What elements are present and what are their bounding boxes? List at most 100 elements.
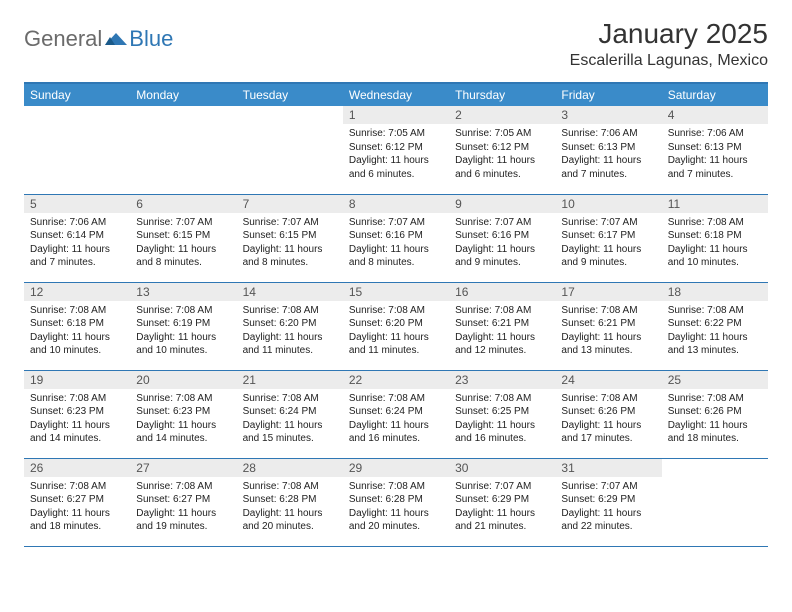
- day-details: Sunrise: 7:07 AMSunset: 6:15 PMDaylight:…: [237, 213, 343, 274]
- day-number: [662, 459, 768, 463]
- brand-part2: Blue: [129, 26, 173, 52]
- calendar-day-cell: 4Sunrise: 7:06 AMSunset: 6:13 PMDaylight…: [662, 106, 768, 194]
- day-number: 31: [555, 459, 661, 477]
- day-details: Sunrise: 7:08 AMSunset: 6:21 PMDaylight:…: [555, 301, 661, 362]
- day-details: Sunrise: 7:08 AMSunset: 6:22 PMDaylight:…: [662, 301, 768, 362]
- day-details: Sunrise: 7:08 AMSunset: 6:20 PMDaylight:…: [237, 301, 343, 362]
- calendar-day-cell: 17Sunrise: 7:08 AMSunset: 6:21 PMDayligh…: [555, 282, 661, 370]
- daylight-text: Daylight: 11 hours and 8 minutes.: [136, 243, 230, 270]
- sunset-text: Sunset: 6:18 PM: [668, 229, 762, 243]
- daylight-text: Daylight: 11 hours and 11 minutes.: [349, 331, 443, 358]
- daylight-text: Daylight: 11 hours and 18 minutes.: [668, 419, 762, 446]
- sunrise-text: Sunrise: 7:08 AM: [668, 304, 762, 318]
- daylight-text: Daylight: 11 hours and 12 minutes.: [455, 331, 549, 358]
- calendar-day-cell: 11 Sunrise: 7:08 AMSunset: 6:18 PMDayligh…: [662, 194, 768, 282]
- day-number: 28: [237, 459, 343, 477]
- calendar-day-cell: 26Sunrise: 7:08 AMSunset: 6:27 PMDayligh…: [24, 458, 130, 546]
- day-details: Sunrise: 7:08 AMSunset: 6:21 PMDaylight:…: [449, 301, 555, 362]
- calendar-day-cell: 15Sunrise: 7:08 AMSunset: 6:20 PMDayligh…: [343, 282, 449, 370]
- day-details: Sunrise: 7:08 AMSunset: 6:26 PMDaylight:…: [662, 389, 768, 450]
- calendar-day-cell: [130, 106, 236, 194]
- daylight-text: Daylight: 11 hours and 20 minutes.: [349, 507, 443, 534]
- day-number: 19: [24, 371, 130, 389]
- day-number: [130, 106, 236, 110]
- calendar-day-cell: 6Sunrise: 7:07 AMSunset: 6:15 PMDaylight…: [130, 194, 236, 282]
- sunrise-text: Sunrise: 7:08 AM: [349, 480, 443, 494]
- sunrise-text: Sunrise: 7:07 AM: [455, 216, 549, 230]
- sunrise-text: Sunrise: 7:08 AM: [243, 480, 337, 494]
- day-number: 18: [662, 283, 768, 301]
- day-number: 21: [237, 371, 343, 389]
- sunset-text: Sunset: 6:26 PM: [561, 405, 655, 419]
- calendar-day-cell: 9Sunrise: 7:07 AMSunset: 6:16 PMDaylight…: [449, 194, 555, 282]
- day-number: 20: [130, 371, 236, 389]
- sunset-text: Sunset: 6:13 PM: [561, 141, 655, 155]
- sunset-text: Sunset: 6:29 PM: [561, 493, 655, 507]
- sunset-text: Sunset: 6:27 PM: [30, 493, 124, 507]
- daylight-text: Daylight: 11 hours and 10 minutes.: [668, 243, 762, 270]
- day-details: Sunrise: 7:08 AMSunset: 6:18 PMDaylight:…: [24, 301, 130, 362]
- day-number: 1: [343, 106, 449, 124]
- daylight-text: Daylight: 11 hours and 9 minutes.: [455, 243, 549, 270]
- sunset-text: Sunset: 6:26 PM: [668, 405, 762, 419]
- daylight-text: Daylight: 11 hours and 11 minutes.: [243, 331, 337, 358]
- sunrise-text: Sunrise: 7:07 AM: [561, 216, 655, 230]
- daylight-text: Daylight: 11 hours and 13 minutes.: [561, 331, 655, 358]
- daylight-text: Daylight: 11 hours and 16 minutes.: [455, 419, 549, 446]
- day-details: Sunrise: 7:07 AMSunset: 6:16 PMDaylight:…: [343, 213, 449, 274]
- calendar-day-cell: 21 Sunrise: 7:08 AMSunset: 6:24 PMDayligh…: [237, 370, 343, 458]
- sunrise-text: Sunrise: 7:07 AM: [349, 216, 443, 230]
- sunrise-text: Sunrise: 7:08 AM: [136, 392, 230, 406]
- sunrise-text: Sunrise: 7:08 AM: [243, 304, 337, 318]
- sunrise-text: Sunrise: 7:08 AM: [349, 392, 443, 406]
- sunset-text: Sunset: 6:27 PM: [136, 493, 230, 507]
- sunrise-text: Sunrise: 7:08 AM: [243, 392, 337, 406]
- day-number: 26: [24, 459, 130, 477]
- sunset-text: Sunset: 6:12 PM: [349, 141, 443, 155]
- day-details: Sunrise: 7:08 AMSunset: 6:23 PMDaylight:…: [24, 389, 130, 450]
- day-number: 27: [130, 459, 236, 477]
- sunset-text: Sunset: 6:24 PM: [349, 405, 443, 419]
- daylight-text: Daylight: 11 hours and 17 minutes.: [561, 419, 655, 446]
- day-number: 11: [662, 195, 768, 213]
- sunset-text: Sunset: 6:24 PM: [243, 405, 337, 419]
- calendar-day-cell: 28Sunrise: 7:08 AMSunset: 6:28 PMDayligh…: [237, 458, 343, 546]
- day-number: 7: [237, 195, 343, 213]
- calendar-day-cell: 3Sunrise: 7:06 AMSunset: 6:13 PMDaylight…: [555, 106, 661, 194]
- daylight-text: Daylight: 11 hours and 7 minutes.: [561, 154, 655, 181]
- day-details: Sunrise: 7:06 AMSunset: 6:13 PMDaylight:…: [662, 124, 768, 185]
- sunrise-text: Sunrise: 7:07 AM: [455, 480, 549, 494]
- daylight-text: Daylight: 11 hours and 15 minutes.: [243, 419, 337, 446]
- sunset-text: Sunset: 6:25 PM: [455, 405, 549, 419]
- calendar-day-cell: 24Sunrise: 7:08 AMSunset: 6:26 PMDayligh…: [555, 370, 661, 458]
- daylight-text: Daylight: 11 hours and 8 minutes.: [243, 243, 337, 270]
- calendar-day-cell: 16Sunrise: 7:08 AMSunset: 6:21 PMDayligh…: [449, 282, 555, 370]
- sunset-text: Sunset: 6:23 PM: [30, 405, 124, 419]
- sunset-text: Sunset: 6:19 PM: [136, 317, 230, 331]
- day-number: 14: [237, 283, 343, 301]
- location-label: Escalerilla Lagunas, Mexico: [570, 52, 768, 70]
- sunrise-text: Sunrise: 7:08 AM: [30, 392, 124, 406]
- sunrise-text: Sunrise: 7:08 AM: [561, 392, 655, 406]
- weekday-header: Monday: [130, 83, 236, 106]
- daylight-text: Daylight: 11 hours and 16 minutes.: [349, 419, 443, 446]
- daylight-text: Daylight: 11 hours and 7 minutes.: [668, 154, 762, 181]
- header: General Blue January 2025 Escalerilla La…: [24, 18, 768, 70]
- day-number: 2: [449, 106, 555, 124]
- day-details: Sunrise: 7:08 AMSunset: 6:28 PMDaylight:…: [237, 477, 343, 538]
- day-details: Sunrise: 7:08 AMSunset: 6:27 PMDaylight:…: [130, 477, 236, 538]
- day-details: Sunrise: 7:08 AMSunset: 6:28 PMDaylight:…: [343, 477, 449, 538]
- calendar-day-cell: 18Sunrise: 7:08 AMSunset: 6:22 PMDayligh…: [662, 282, 768, 370]
- day-number: 9: [449, 195, 555, 213]
- day-number: 17: [555, 283, 661, 301]
- daylight-text: Daylight: 11 hours and 21 minutes.: [455, 507, 549, 534]
- weekday-header-row: Sunday Monday Tuesday Wednesday Thursday…: [24, 83, 768, 106]
- calendar-day-cell: 1Sunrise: 7:05 AMSunset: 6:12 PMDaylight…: [343, 106, 449, 194]
- day-details: Sunrise: 7:08 AMSunset: 6:19 PMDaylight:…: [130, 301, 236, 362]
- calendar-day-cell: 27Sunrise: 7:08 AMSunset: 6:27 PMDayligh…: [130, 458, 236, 546]
- sunrise-text: Sunrise: 7:08 AM: [668, 216, 762, 230]
- sunrise-text: Sunrise: 7:08 AM: [668, 392, 762, 406]
- calendar-day-cell: 22Sunrise: 7:08 AMSunset: 6:24 PMDayligh…: [343, 370, 449, 458]
- sunrise-text: Sunrise: 7:05 AM: [349, 127, 443, 141]
- day-details: Sunrise: 7:08 AMSunset: 6:20 PMDaylight:…: [343, 301, 449, 362]
